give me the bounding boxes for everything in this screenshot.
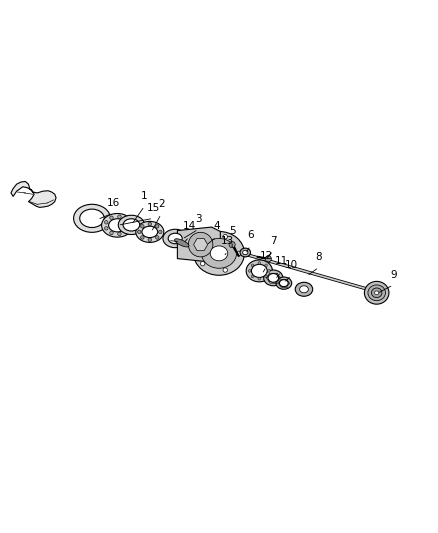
- Ellipse shape: [136, 221, 164, 243]
- Circle shape: [248, 270, 251, 272]
- Text: 14: 14: [183, 221, 196, 231]
- Circle shape: [118, 232, 121, 236]
- Text: 5: 5: [229, 226, 236, 236]
- Ellipse shape: [268, 273, 279, 282]
- Circle shape: [148, 238, 152, 241]
- Ellipse shape: [371, 288, 382, 297]
- Circle shape: [223, 268, 227, 272]
- Circle shape: [110, 231, 113, 235]
- Circle shape: [258, 262, 261, 264]
- Ellipse shape: [240, 248, 251, 257]
- Text: 12: 12: [260, 251, 273, 261]
- Text: 7: 7: [270, 236, 277, 246]
- Ellipse shape: [163, 229, 187, 248]
- Text: 4: 4: [213, 221, 220, 231]
- Circle shape: [201, 262, 205, 266]
- Circle shape: [251, 275, 254, 278]
- Text: 10: 10: [285, 260, 298, 270]
- Ellipse shape: [109, 219, 126, 232]
- Circle shape: [141, 236, 144, 239]
- Ellipse shape: [118, 215, 145, 235]
- Text: 3: 3: [195, 214, 202, 224]
- Circle shape: [105, 227, 108, 230]
- Circle shape: [201, 241, 205, 245]
- Polygon shape: [11, 182, 56, 207]
- Circle shape: [125, 229, 128, 233]
- Ellipse shape: [123, 219, 140, 231]
- Circle shape: [105, 221, 108, 224]
- Circle shape: [155, 236, 159, 239]
- Ellipse shape: [201, 238, 237, 268]
- Text: 15: 15: [147, 203, 160, 213]
- Ellipse shape: [295, 282, 313, 296]
- Ellipse shape: [168, 233, 182, 244]
- Circle shape: [229, 241, 235, 248]
- Text: 1: 1: [141, 191, 148, 201]
- Text: 13: 13: [221, 236, 234, 246]
- Text: 16: 16: [106, 198, 120, 208]
- Ellipse shape: [188, 232, 213, 257]
- Ellipse shape: [210, 246, 228, 261]
- Ellipse shape: [194, 231, 244, 275]
- Circle shape: [251, 264, 254, 266]
- Ellipse shape: [102, 214, 133, 237]
- Circle shape: [155, 224, 159, 228]
- Circle shape: [127, 223, 131, 227]
- Text: 9: 9: [390, 270, 397, 280]
- Ellipse shape: [279, 280, 288, 287]
- Circle shape: [110, 216, 113, 220]
- Ellipse shape: [374, 291, 379, 295]
- Polygon shape: [194, 239, 208, 251]
- Text: 11: 11: [275, 256, 288, 266]
- Circle shape: [159, 230, 162, 233]
- Ellipse shape: [246, 260, 272, 282]
- Text: 6: 6: [247, 230, 254, 240]
- Ellipse shape: [74, 204, 110, 232]
- Circle shape: [148, 222, 152, 226]
- Polygon shape: [177, 227, 220, 262]
- Ellipse shape: [142, 226, 158, 238]
- Circle shape: [223, 235, 227, 239]
- Circle shape: [237, 251, 241, 255]
- Circle shape: [141, 224, 144, 228]
- Ellipse shape: [364, 281, 389, 304]
- Circle shape: [268, 270, 270, 272]
- Circle shape: [265, 275, 268, 278]
- Ellipse shape: [368, 285, 385, 301]
- Ellipse shape: [80, 209, 104, 228]
- Circle shape: [258, 278, 261, 280]
- Ellipse shape: [243, 251, 248, 255]
- Circle shape: [265, 256, 272, 262]
- Circle shape: [125, 218, 128, 221]
- Ellipse shape: [264, 270, 283, 286]
- Circle shape: [138, 230, 141, 233]
- Ellipse shape: [276, 277, 292, 289]
- Text: 8: 8: [315, 252, 322, 262]
- Circle shape: [118, 215, 121, 219]
- Ellipse shape: [300, 286, 308, 293]
- Circle shape: [265, 264, 268, 266]
- Text: 2: 2: [158, 199, 165, 209]
- Ellipse shape: [251, 264, 267, 278]
- Polygon shape: [175, 239, 189, 247]
